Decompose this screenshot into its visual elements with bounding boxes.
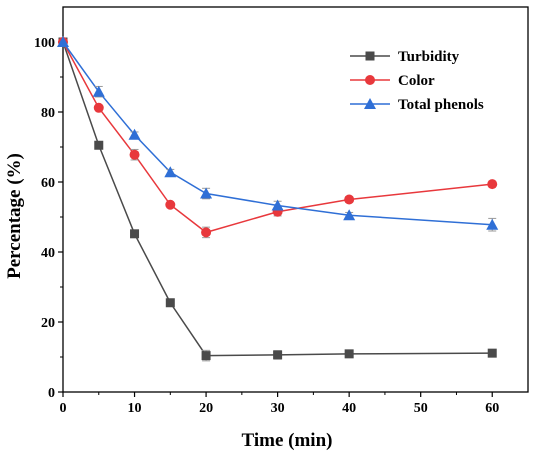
legend: Turbidity Color Total phenols (350, 49, 484, 113)
data-point (164, 166, 177, 178)
y-tick-label: 40 (41, 246, 55, 261)
legend-marker (364, 98, 376, 109)
series-line (62, 41, 493, 357)
data-point (57, 36, 69, 47)
data-point (271, 199, 284, 211)
series-line (62, 41, 493, 226)
series-color (58, 37, 498, 239)
legend-label: Total phenols (398, 97, 484, 113)
data-point (130, 229, 140, 239)
data-point (344, 349, 354, 359)
data-point (200, 187, 213, 199)
legend-marker (365, 51, 375, 61)
data-point (487, 348, 497, 358)
y-tick-label: 0 (48, 386, 55, 401)
y-tick-label: 80 (41, 106, 55, 121)
data-point (165, 298, 175, 308)
data-point (94, 140, 104, 150)
data-point (92, 85, 105, 97)
series-layer (57, 36, 499, 362)
legend-label: Color (398, 73, 435, 89)
y-tick-label: 60 (41, 176, 55, 191)
x-tick-label: 10 (128, 401, 142, 416)
x-tick-label: 40 (342, 401, 356, 416)
data-point (273, 350, 283, 360)
data-point (343, 209, 356, 221)
y-tick-label: 100 (34, 36, 55, 51)
data-point (487, 179, 498, 190)
x-tick-label: 20 (199, 401, 213, 416)
legend-marker (365, 75, 375, 85)
series-total-phenols (57, 36, 499, 232)
x-axis-title: Time (min) (242, 430, 333, 451)
x-tick-label: 50 (414, 401, 428, 416)
plot-frame (62, 6, 529, 393)
x-tick-label: 60 (485, 401, 499, 416)
axes: 0 10 20 30 40 50 60 0 20 40 60 80 100 (34, 6, 529, 416)
data-point (486, 218, 499, 230)
y-tick-label: 20 (41, 316, 55, 331)
data-point (201, 351, 211, 361)
data-point (201, 227, 212, 238)
x-tick-label: 30 (271, 401, 285, 416)
data-point (344, 194, 355, 205)
legend-item: Total phenols (350, 97, 484, 113)
series-line (62, 41, 493, 234)
data-point (93, 102, 104, 113)
y-axis-title: Percentage (%) (4, 153, 25, 279)
data-point (128, 128, 141, 140)
legend-item: Color (350, 73, 435, 89)
legend-label: Turbidity (398, 49, 460, 65)
data-point (129, 149, 140, 160)
x-tick-label: 0 (60, 401, 67, 416)
data-point (165, 199, 176, 210)
legend-item: Turbidity (350, 49, 460, 65)
